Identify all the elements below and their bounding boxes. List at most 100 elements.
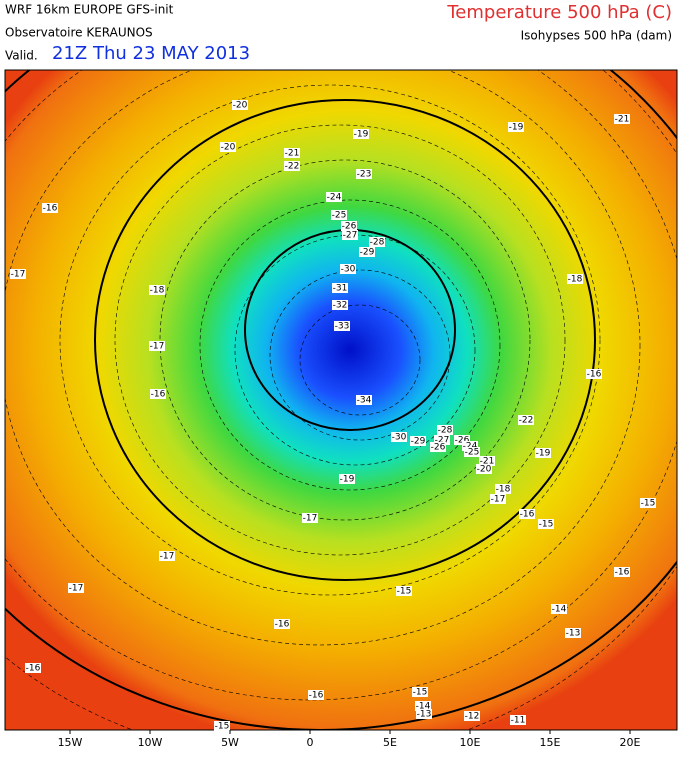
label-box	[353, 129, 369, 139]
label-box	[342, 230, 358, 240]
label-box	[567, 274, 583, 284]
label-box	[614, 114, 630, 124]
contour-label: -17	[491, 495, 506, 505]
contour-label: -15	[641, 499, 656, 509]
label-box	[332, 300, 348, 310]
label-box	[68, 583, 84, 593]
label-box	[356, 395, 372, 405]
contour-label: -21	[285, 149, 300, 159]
contour-label: -15	[539, 520, 554, 530]
contour-label: -17	[11, 270, 26, 280]
contour-label: -21	[480, 457, 495, 467]
label-box	[232, 100, 248, 110]
contour-label: -19	[354, 130, 369, 140]
source-label: Observatoire KERAUNOS	[5, 26, 153, 40]
label-box	[10, 269, 26, 279]
label-box	[410, 436, 426, 446]
label-box	[284, 148, 300, 158]
label-box	[25, 663, 41, 673]
label-box	[415, 701, 431, 711]
contour-label: -20	[233, 101, 248, 111]
label-box	[331, 210, 347, 220]
longitude-label: 5W	[221, 736, 239, 749]
longitude-label: 10E	[460, 736, 481, 749]
contour-label: -26	[431, 443, 446, 453]
contour-label: -23	[357, 170, 372, 180]
label-box	[586, 369, 602, 379]
label-box	[538, 519, 554, 529]
label-box	[42, 203, 58, 213]
label-box	[396, 586, 412, 596]
contour-label: -15	[397, 587, 412, 597]
label-box	[308, 690, 324, 700]
contour-label: -26	[455, 436, 470, 446]
contour-label: -16	[151, 390, 166, 400]
label-box	[464, 711, 480, 721]
label-box	[510, 715, 526, 725]
label-box	[495, 484, 511, 494]
contour-label: -29	[360, 248, 375, 258]
contour-label: -31	[333, 284, 348, 294]
contour-label: -34	[357, 396, 372, 406]
label-box	[341, 221, 357, 231]
contour-label: -19	[536, 449, 551, 459]
longitude-label: 5E	[383, 736, 397, 749]
longitude-label: 0	[307, 736, 314, 749]
contour-label: -22	[519, 416, 534, 426]
label-box	[332, 283, 348, 293]
label-box	[519, 509, 535, 519]
contour-label: -16	[309, 691, 324, 701]
temperature-field	[5, 70, 677, 730]
contour-label: -18	[568, 275, 583, 285]
contour-label: -28	[438, 426, 453, 436]
subtitle: Isohypses 500 hPa (dam)	[521, 29, 672, 43]
contour-label: -28	[370, 238, 385, 248]
longitude-label: 15W	[58, 736, 83, 749]
contour-label: -33	[335, 322, 350, 332]
longitude-label: 15E	[540, 736, 561, 749]
contour-label: -16	[615, 568, 630, 578]
title: Temperature 500 hPa (C)	[446, 2, 672, 23]
contour-label: -15	[215, 722, 230, 732]
contour-label: -19	[509, 123, 524, 133]
contour-label: -27	[343, 231, 358, 241]
contour-label: -13	[417, 710, 432, 720]
label-box	[518, 415, 534, 425]
label-box	[149, 285, 165, 295]
label-box	[551, 604, 567, 614]
contour-label: -25	[332, 211, 347, 221]
contour-label: -27	[435, 436, 450, 446]
label-box	[274, 619, 290, 629]
label-box	[416, 709, 432, 719]
label-box	[490, 494, 506, 504]
contour-label: -20	[477, 465, 492, 475]
contour-label: -12	[465, 712, 480, 722]
contour-label: -11	[511, 716, 526, 726]
label-box	[565, 628, 581, 638]
label-box	[464, 447, 480, 457]
contour-label: -17	[160, 552, 175, 562]
contour-label: -26	[342, 222, 357, 232]
label-box	[326, 192, 342, 202]
label-box	[479, 456, 495, 466]
contour-label: -24	[327, 193, 342, 203]
contour-label: -16	[275, 620, 290, 630]
label-box	[159, 551, 175, 561]
valid-time: 21Z Thu 23 MAY 2013	[52, 43, 250, 64]
label-box	[220, 142, 236, 152]
label-box	[640, 498, 656, 508]
longitude-label: 20E	[620, 736, 641, 749]
model-label: WRF 16km EUROPE GFS-init	[5, 3, 174, 17]
contour-label: -32	[333, 301, 348, 311]
label-box	[412, 687, 428, 697]
label-box	[334, 321, 350, 331]
contour-label: -19	[340, 475, 355, 485]
contour-label: -20	[221, 143, 236, 153]
contour-label: -30	[392, 433, 407, 443]
contour-label: -16	[26, 664, 41, 674]
longitude-label: 10W	[138, 736, 163, 749]
contour-label: -15	[413, 688, 428, 698]
contour-label: -25	[465, 448, 480, 458]
